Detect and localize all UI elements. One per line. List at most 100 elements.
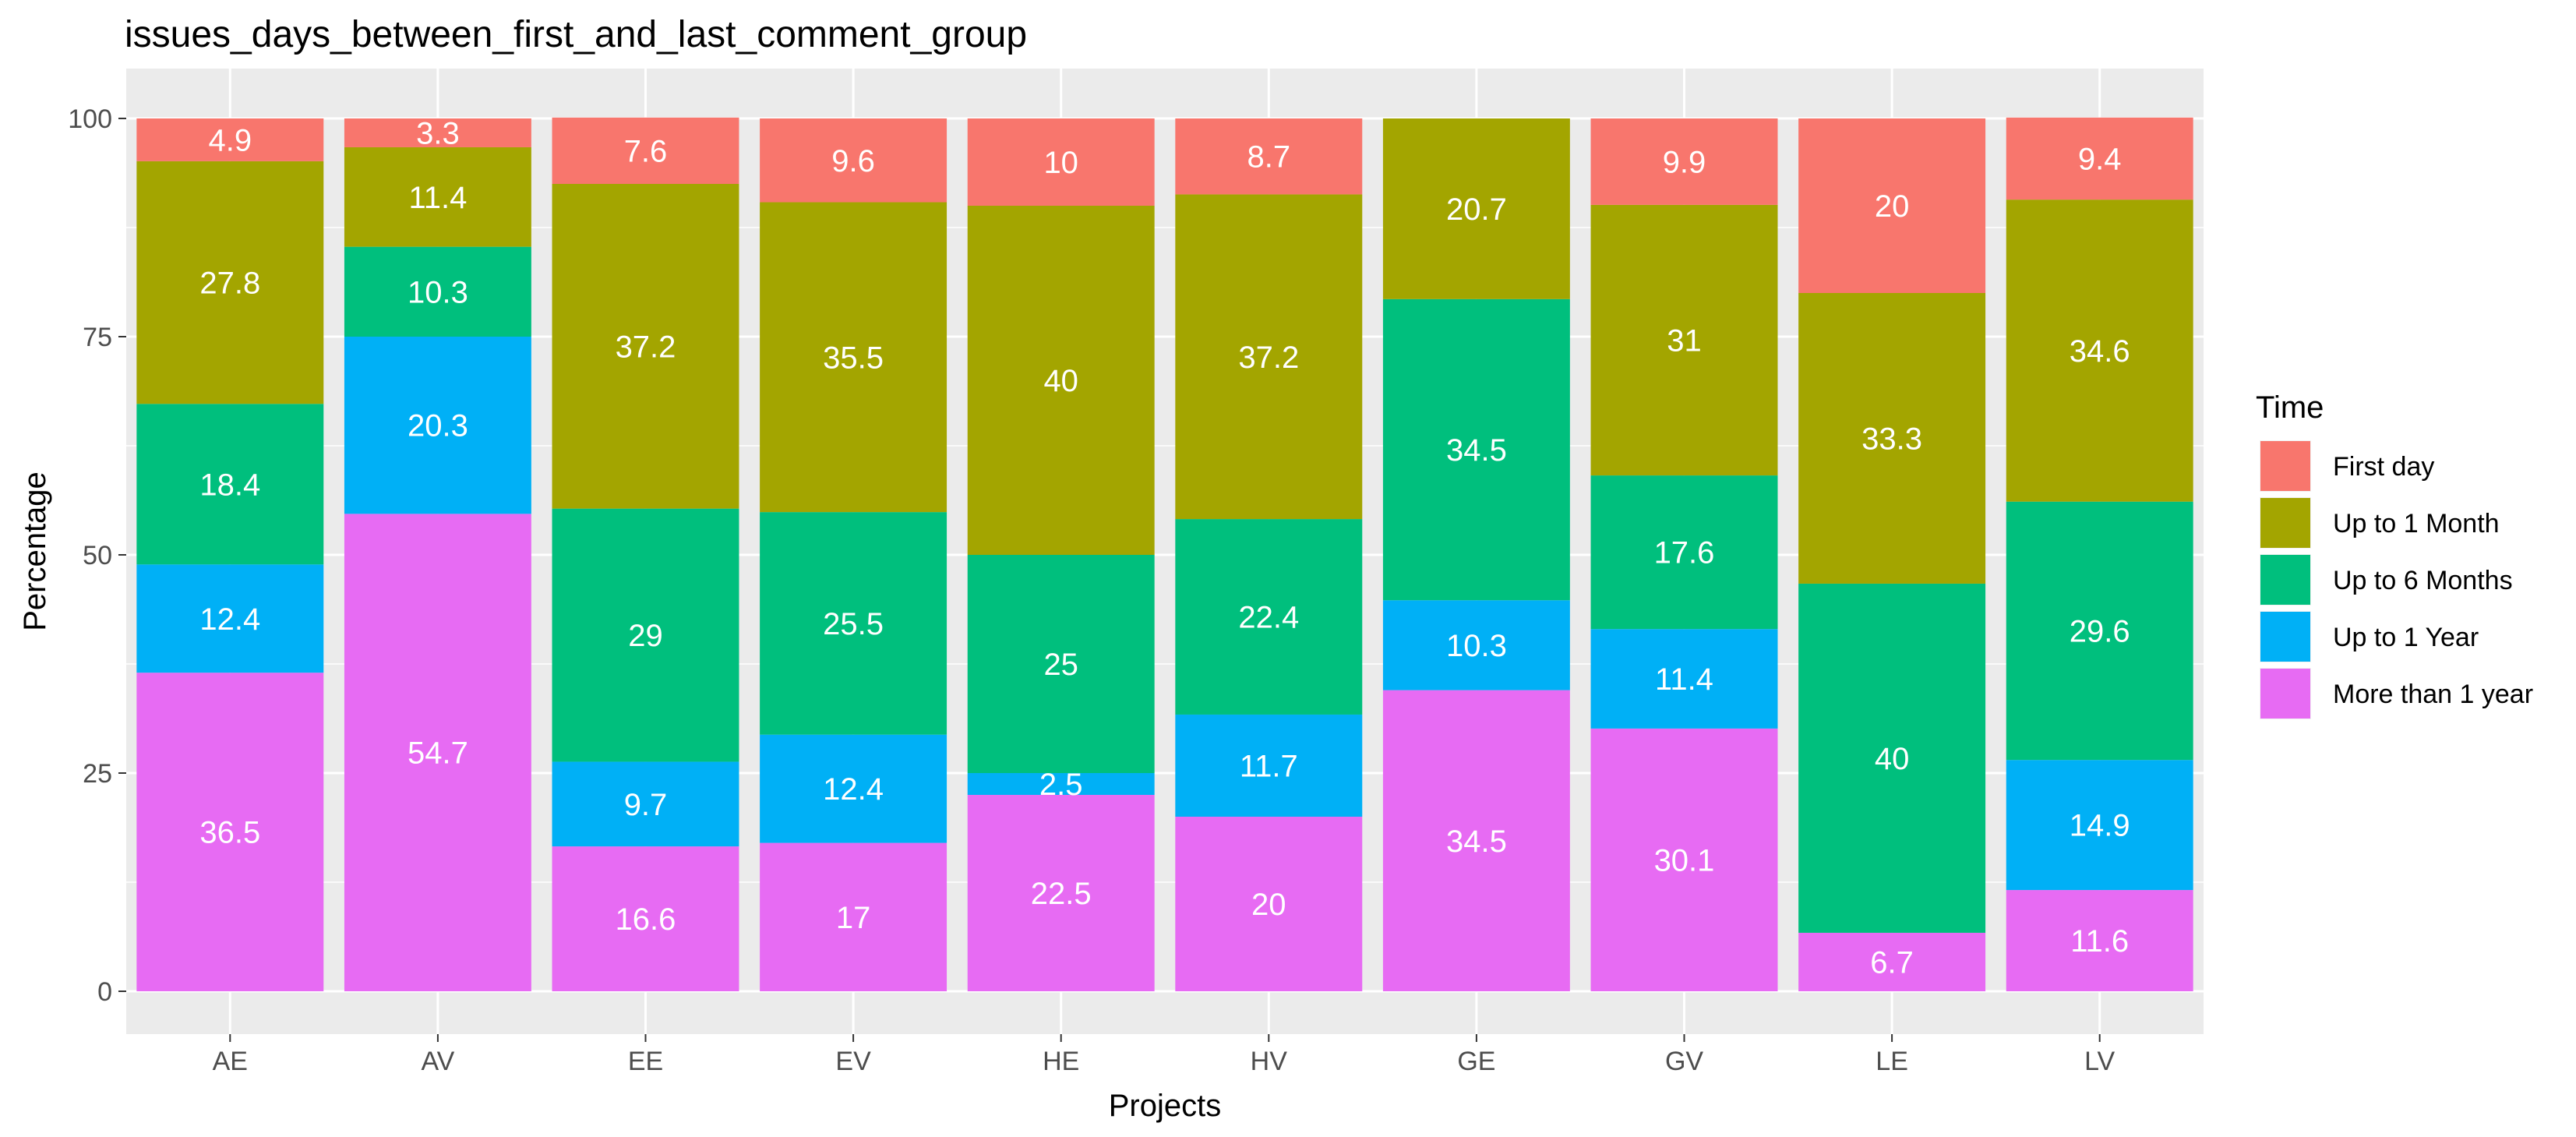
bar-segment [136,564,324,673]
value-label: 9.6 [831,144,875,178]
value-label: 11.4 [408,181,467,215]
bars [136,117,2193,991]
value-label: 17 [836,901,871,935]
bar-segment [344,246,531,337]
value-label: 20 [1875,189,1910,224]
value-label: 54.7 [408,736,468,771]
bar-segment [2006,200,2193,502]
bar-segment [344,337,531,514]
legend-key-swatch [2260,441,2310,491]
value-label: 11.4 [1655,662,1713,697]
value-label: 10.3 [1446,629,1507,663]
value-label: 22.4 [1238,601,1299,635]
value-label: 34.5 [1446,825,1507,859]
bar-segment [760,842,947,991]
x-tick-label: GV [1665,1047,1703,1076]
bar-segment [2006,760,2193,891]
bar-segment [1590,118,1778,205]
value-labels: 36.5 12.4 18.4 27.8 4.9 54.7 20.3 10.3 11.4 3.3 16… [199,116,2130,980]
bar-segment [1175,118,1363,195]
bar-segment [136,161,324,404]
y-tick-label: 0 [97,977,112,1007]
bar-segment [1590,728,1778,991]
bar-segment [2006,501,2193,761]
value-label: 10.3 [408,275,468,309]
bar-segment [760,512,947,735]
bar-segment [1382,118,1570,299]
bar-segment [552,184,739,509]
x-tick-label: EE [628,1047,663,1076]
bar-segment [967,206,1155,555]
y-tick-label: 50 [83,541,112,570]
value-label: 11.6 [2070,924,2129,959]
bar-segment [1175,817,1363,991]
value-label: 6.7 [1870,945,1914,980]
bar-segment [1798,118,1986,293]
value-label: 4.9 [208,123,252,157]
y-axis-title: Percentage [18,471,52,631]
bar-segment [344,118,531,147]
bar-segment [344,514,531,991]
legend-label: Up to 6 Months [2333,566,2513,595]
y-tick-label: 25 [83,759,112,789]
bar-segment [1382,690,1570,991]
legend-key-swatch [2260,669,2310,719]
legend-key-swatch [2260,498,2310,548]
bar-segment [760,202,947,513]
bar-segment [136,118,324,161]
bar-segment [1382,298,1570,601]
bar-segment [552,761,739,847]
value-label: 34.5 [1446,433,1507,468]
bar-segment [552,508,739,762]
value-label: 25.5 [823,607,884,641]
legend-key-swatch [2260,555,2310,605]
x-axis-title: Projects [1109,1089,1222,1123]
bar-segment [1590,475,1778,630]
value-label: 29.6 [2070,614,2130,648]
bar-segment [1590,629,1778,729]
legend-label: More than 1 year [2333,680,2533,709]
x-tick-label: EV [835,1047,871,1076]
legend: Time First day Up to 1 Month Up to 6 Month… [2256,390,2533,719]
bar-segment [552,846,739,991]
value-label: 29 [628,619,663,653]
y-tick-label: 75 [83,323,112,352]
bar-segment [760,734,947,843]
value-label: 9.7 [624,788,668,822]
bar-segment [1175,714,1363,817]
bar-segment [1175,194,1363,520]
value-label: 11.7 [1240,749,1298,783]
bar-segment [1798,932,1986,991]
chart-title: issues_days_between_first_and_last_comme… [125,14,1027,55]
bar-segment [1798,583,1986,933]
value-label: 40 [1875,742,1910,776]
value-label: 20.7 [1446,192,1507,227]
x-tick-label: LV [2084,1047,2115,1076]
value-label: 3.3 [416,116,460,150]
value-label: 31 [1667,323,1702,358]
value-label: 18.4 [199,468,260,502]
bar-segment [2006,890,2193,991]
x-tick-label: LE [1876,1047,1908,1076]
bar-segment [967,795,1155,991]
bar-segment [136,673,324,991]
bar-segment [1798,293,1986,584]
bar-segment [1590,204,1778,476]
value-label: 27.8 [199,267,260,301]
y-tick-label: 100 [68,104,112,134]
bar-segment [344,147,531,247]
x-tick-label: HE [1043,1047,1079,1076]
axes: 0 25 50 75 100 AE AV EE EV HE HV GE GV LE LV [68,104,2115,1076]
value-label: 9.9 [1663,145,1706,179]
value-label: 2.5 [1039,768,1083,802]
legend-key-swatch [2260,612,2310,662]
legend-label: First day [2333,452,2434,482]
value-label: 12.4 [823,772,884,807]
value-label: 16.6 [616,902,676,937]
value-label: 7.6 [624,134,668,168]
value-label: 10 [1043,146,1078,180]
x-tick-label: AE [213,1047,248,1076]
bar-segment [1175,519,1363,715]
bar-segment [1382,600,1570,690]
